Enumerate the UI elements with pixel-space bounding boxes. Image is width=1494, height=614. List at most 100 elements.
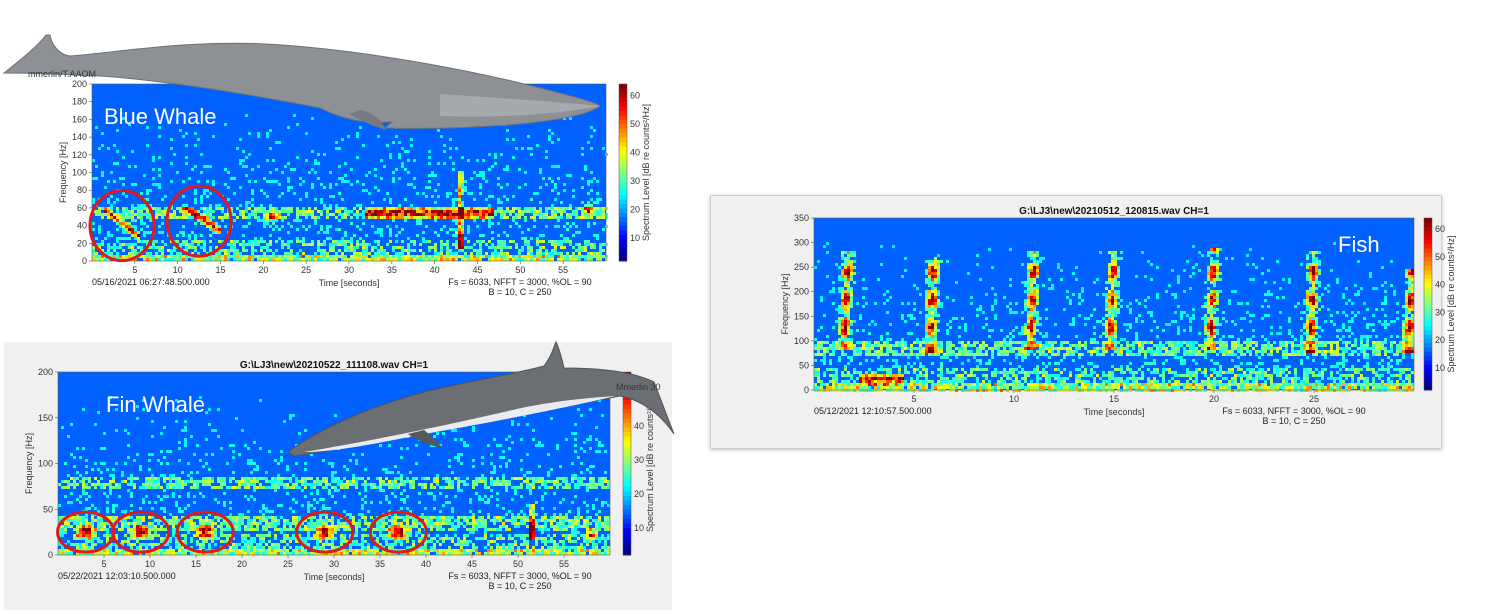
x-tick-label-3: 20 — [237, 559, 247, 569]
x-tick-label-8: 45 — [467, 559, 477, 569]
y-tick-label-3: 150 — [38, 413, 53, 423]
colorbar-tick-label-4: 50 — [1435, 252, 1445, 262]
detection-circle-1 — [111, 510, 171, 554]
colorbar-tick-label-1: 20 — [1435, 335, 1445, 345]
y-tick-label-5: 250 — [794, 262, 809, 272]
image-credit: mmerlin/T.AAOM — [28, 69, 96, 79]
x-tick-label-0: 5 — [911, 394, 916, 404]
species-label: Fish — [1338, 232, 1380, 257]
y-tick-label-7: 350 — [794, 213, 809, 223]
x-tick-label-5: 30 — [344, 265, 354, 275]
y-tick-label-8: 160 — [72, 114, 87, 124]
blue-whale-flipper — [350, 110, 386, 130]
y-tick-label-2: 40 — [77, 221, 87, 231]
x-tick-label-5: 30 — [329, 559, 339, 569]
colorbar-tick-label-4: 50 — [630, 119, 640, 129]
x-tick-label-2: 15 — [215, 265, 225, 275]
blue-whale-spectrogram: 0 20 40 60 80 100 120 140 160 180 200 5 10 15 20 25 30 35… — [0, 30, 651, 305]
chart-title: G:\LJ3\new\20210522_111108.wav CH=1 — [240, 360, 429, 371]
x-tick-label-6: 35 — [387, 265, 397, 275]
colorbar-label: Spectrum Level [dB re counts²/Hz] — [645, 395, 655, 532]
colorbar-label: Spectrum Level [dB re counts²/Hz] — [1446, 235, 1456, 372]
blue-whale-illustration: mmerlin/T.AAOM — [2, 34, 601, 130]
y-tick-label-9: 180 — [72, 97, 87, 107]
y-axis-label: Frequency [Hz] — [58, 142, 68, 203]
x-tick-label-9: 50 — [515, 265, 525, 275]
species-label: Blue Whale — [104, 104, 217, 129]
x-axis-label: Time [seconds] — [304, 572, 365, 582]
y-tick-label-0: 0 — [48, 550, 53, 560]
fft-params: Fs = 6033, NFFT = 3000, %OL = 90 — [448, 277, 591, 287]
y-tick-label-2: 100 — [38, 459, 53, 469]
timestamp: 05/12/2021 12:10:57.500.000 — [814, 406, 932, 416]
timestamp: 05/16/2021 06:27:48.500.000 — [92, 277, 210, 287]
fft-params-2: B = 10, C = 250 — [488, 581, 551, 591]
colorbar-tick-label-3: 40 — [634, 421, 644, 431]
y-tick-label-7: 140 — [72, 132, 87, 142]
colorbar — [1423, 217, 1433, 391]
timestamp: 05/22/2021 12:03:10.500.000 — [58, 571, 176, 581]
x-tick-label-9: 50 — [513, 559, 523, 569]
y-tick-label-6: 120 — [72, 150, 87, 160]
colorbar-tick-label-2: 30 — [634, 455, 644, 465]
colorbar-tick-label-3: 40 — [630, 148, 640, 158]
x-tick-label-3: 20 — [1209, 394, 1219, 404]
y-tick-label-4: 200 — [794, 287, 809, 297]
x-tick-label-2: 15 — [1109, 394, 1119, 404]
y-tick-label-4: 80 — [77, 185, 87, 195]
fft-params: Fs = 6033, NFFT = 3000, %OL = 90 — [448, 571, 591, 581]
x-tick-label-7: 40 — [421, 559, 431, 569]
x-tick-label-3: 20 — [258, 265, 268, 275]
colorbar-tick-label-5: 60 — [630, 90, 640, 100]
x-axis-label: Time [seconds] — [1084, 407, 1145, 417]
fin-whale-belly — [304, 396, 616, 452]
x-axis-label: Time [seconds] — [319, 278, 380, 288]
colorbar-tick-label-2: 30 — [1435, 307, 1445, 317]
y-tick-label-1: 50 — [43, 504, 53, 514]
image-credit: Mmerlin 30 — [616, 382, 661, 392]
x-tick-label-6: 35 — [375, 559, 385, 569]
y-tick-label-6: 300 — [794, 238, 809, 248]
colorbar-frame — [622, 371, 632, 556]
fin-whale-illustration: Mmerlin 30 — [287, 340, 675, 457]
spectrogram-heatmap — [814, 218, 1414, 392]
y-tick-label-0: 0 — [82, 256, 87, 266]
fin-whale-spectrogram: G:\LJ3\new\20210522_111108.wav CH=1 0 50 10… — [4, 340, 675, 610]
y-axis-label: Frequency [Hz] — [24, 433, 34, 494]
colorbar-frame — [618, 83, 628, 262]
chart-title: G:\LJ3\new\20210512_120815.wav CH=1 — [1019, 206, 1209, 217]
colorbar-tick-label-1: 20 — [630, 205, 640, 215]
y-tick-label-4: 200 — [38, 367, 53, 377]
x-tick-label-1: 10 — [173, 265, 183, 275]
detection-circle-1 — [165, 184, 233, 258]
x-tick-label-1: 10 — [145, 559, 155, 569]
colorbar-tick-label-5: 60 — [1435, 224, 1445, 234]
x-tick-label-4: 25 — [301, 265, 311, 275]
x-tick-label-1: 10 — [1009, 394, 1019, 404]
x-tick-label-10: 55 — [559, 559, 569, 569]
y-tick-label-1: 20 — [77, 238, 87, 248]
colorbar-tick-label-3: 40 — [1435, 280, 1445, 290]
x-tick-label-8: 45 — [472, 265, 482, 275]
x-tick-label-2: 15 — [191, 559, 201, 569]
colorbar-tick-label-0: 10 — [634, 523, 644, 533]
fft-params: Fs = 6033, NFFT = 3000, %OL = 90 — [1222, 406, 1365, 416]
detection-circle-0 — [88, 189, 156, 263]
x-tick-label-4: 25 — [283, 559, 293, 569]
colorbar-tick-label-0: 10 — [630, 233, 640, 243]
y-tick-label-2: 100 — [794, 336, 809, 346]
colorbar — [622, 371, 632, 556]
colorbar-tick-label-1: 20 — [634, 489, 644, 499]
y-tick-label-0: 0 — [804, 385, 809, 395]
y-tick-label-5: 100 — [72, 168, 87, 178]
detection-circle-3 — [295, 510, 355, 554]
x-tick-label-10: 55 — [558, 265, 568, 275]
colorbar-label: Spectrum Level [dB re counts²/Hz] — [641, 104, 651, 241]
y-tick-label-10: 200 — [72, 79, 87, 89]
x-tick-label-4: 25 — [1309, 394, 1319, 404]
detection-circle-2 — [175, 510, 235, 554]
x-tick-label-0: 5 — [101, 559, 106, 569]
y-tick-label-1: 50 — [799, 360, 809, 370]
fin-whale-flipper — [408, 430, 444, 448]
x-tick-label-0: 5 — [132, 265, 137, 275]
